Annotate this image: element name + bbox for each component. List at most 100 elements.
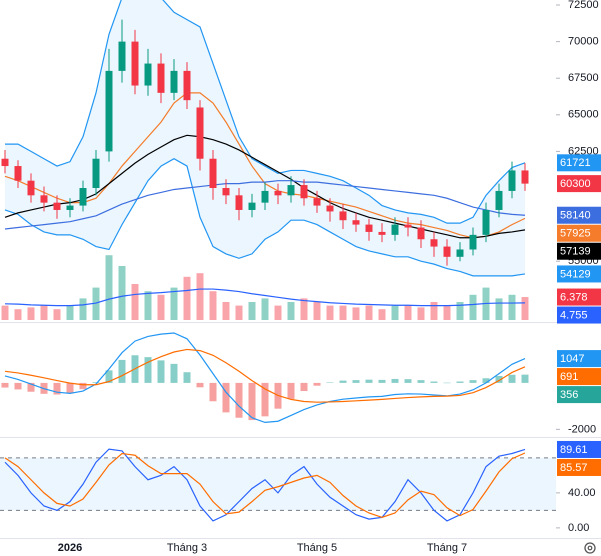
candle-body bbox=[495, 190, 503, 210]
histogram-bar bbox=[14, 382, 22, 390]
volume-bar bbox=[27, 307, 35, 320]
volume-bar bbox=[79, 298, 87, 320]
last-value-label: 356 bbox=[560, 389, 578, 401]
last-value-label: 57139 bbox=[560, 246, 591, 258]
candle-body bbox=[14, 166, 22, 181]
histogram-bar bbox=[248, 382, 256, 421]
y-tick-label: 70000 bbox=[568, 36, 599, 48]
candle-body bbox=[209, 158, 217, 189]
volume-bar bbox=[404, 305, 412, 320]
macd-panel bbox=[1, 332, 529, 423]
candle-body bbox=[326, 205, 334, 212]
last-value-badge bbox=[557, 458, 601, 476]
histogram-bar bbox=[482, 378, 490, 383]
candle-body bbox=[469, 234, 477, 250]
volume-bar bbox=[235, 305, 243, 320]
last-value-label: 89.61 bbox=[560, 444, 588, 456]
histogram-bar bbox=[27, 382, 35, 392]
volume-bar bbox=[222, 302, 230, 320]
volume-bar bbox=[53, 309, 61, 320]
histogram-bar bbox=[378, 379, 386, 383]
last-value-label: 60300 bbox=[560, 178, 591, 190]
candle-body bbox=[352, 220, 360, 225]
macd-line bbox=[4, 332, 526, 423]
settings-icon[interactable] bbox=[584, 542, 596, 554]
histogram-bar bbox=[469, 380, 477, 383]
histogram-bar bbox=[105, 370, 113, 383]
volume-bar bbox=[144, 291, 152, 320]
price-panel bbox=[1, 0, 529, 277]
volume-bar bbox=[196, 273, 204, 320]
volume-bar bbox=[287, 302, 295, 320]
histogram-bar bbox=[521, 374, 529, 383]
moving-average bbox=[4, 134, 526, 239]
volume-bar bbox=[313, 302, 321, 320]
histogram-bar bbox=[391, 378, 399, 383]
volume-bar bbox=[508, 294, 516, 320]
histogram-bar bbox=[287, 382, 295, 399]
volume-bar bbox=[469, 294, 477, 320]
candle-body bbox=[300, 185, 308, 199]
last-value-badge bbox=[557, 206, 601, 224]
last-value-label: 57925 bbox=[560, 228, 591, 240]
histogram-bar bbox=[456, 381, 464, 383]
last-value-badge bbox=[557, 306, 601, 324]
last-value-badge bbox=[557, 265, 601, 283]
candle-body bbox=[521, 170, 529, 184]
volume-bar bbox=[430, 302, 438, 320]
histogram-bar bbox=[66, 382, 74, 394]
volume-bar bbox=[352, 307, 360, 320]
histogram-bar bbox=[170, 363, 178, 383]
histogram-bar bbox=[144, 357, 152, 383]
volume-bar bbox=[105, 255, 113, 320]
volume-bar bbox=[92, 287, 100, 320]
candle-body bbox=[287, 185, 295, 196]
histogram-bar bbox=[79, 382, 87, 390]
candle-body bbox=[1, 158, 9, 167]
last-value-badge bbox=[557, 350, 601, 368]
candle-body bbox=[222, 188, 230, 196]
histogram-bar bbox=[209, 382, 217, 402]
last-value-label: 54129 bbox=[560, 268, 591, 280]
volume-bar bbox=[521, 297, 529, 320]
volume-bar bbox=[365, 305, 373, 320]
candle-body bbox=[66, 205, 74, 210]
x-tick-label: Tháng 3 bbox=[167, 542, 207, 554]
candle-body bbox=[27, 180, 35, 196]
y-tick-label: 65000 bbox=[568, 109, 599, 121]
volume-bar bbox=[157, 294, 165, 320]
y-tick-label: 0.00 bbox=[568, 522, 589, 534]
stoch-panel bbox=[0, 448, 556, 522]
volume-average bbox=[4, 288, 526, 307]
candle-body bbox=[170, 70, 178, 93]
x-tick-label: 2026 bbox=[58, 542, 82, 554]
bollinger-band bbox=[4, 158, 526, 277]
volume-bar bbox=[456, 302, 464, 320]
candle-body bbox=[196, 107, 204, 159]
last-value-badge bbox=[557, 224, 601, 242]
candle-body bbox=[118, 41, 126, 71]
settings-gear bbox=[584, 542, 596, 554]
volume-bar bbox=[209, 291, 217, 320]
candle-body bbox=[391, 224, 399, 235]
last-value-badge bbox=[557, 368, 601, 386]
volume-bar bbox=[1, 305, 9, 320]
last-value-badge bbox=[557, 386, 601, 404]
candle-body bbox=[248, 202, 256, 210]
volume-panel bbox=[1, 255, 529, 320]
volume-bar bbox=[14, 309, 22, 320]
oscillator-line bbox=[4, 452, 526, 519]
x-tick-label: Tháng 5 bbox=[297, 542, 337, 554]
candle-body bbox=[79, 188, 87, 206]
candle-body bbox=[274, 190, 282, 196]
last-value-badge bbox=[557, 242, 601, 260]
histogram-bar bbox=[118, 359, 126, 383]
volume-bar bbox=[118, 266, 126, 320]
volume-bar bbox=[495, 298, 503, 320]
candle-body bbox=[404, 224, 412, 228]
histogram-bar bbox=[339, 380, 347, 383]
volume-bar bbox=[326, 305, 334, 320]
histogram-bar bbox=[326, 382, 334, 383]
